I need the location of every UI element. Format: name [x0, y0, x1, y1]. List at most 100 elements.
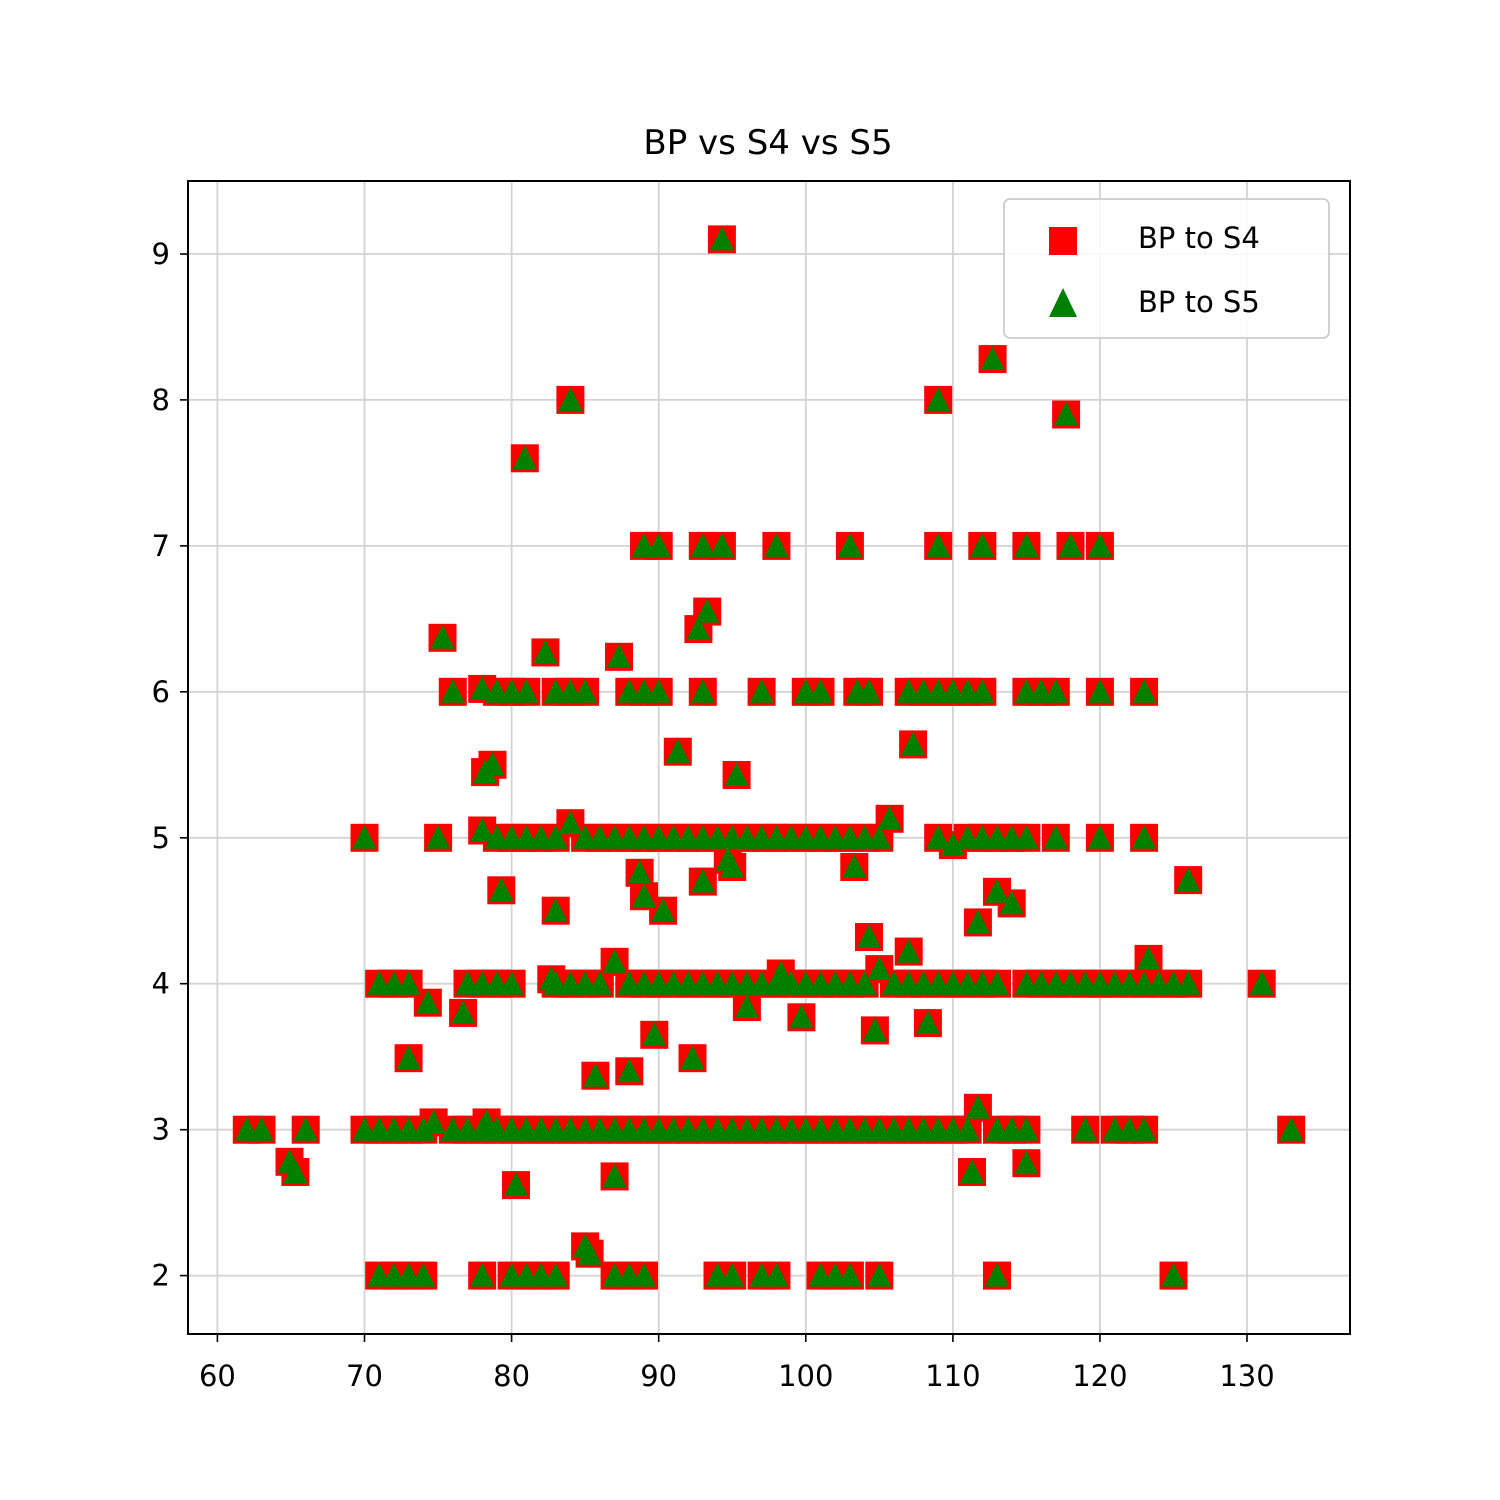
point-bp-to-s5 [985, 1262, 1009, 1287]
point-bp-to-s5 [837, 532, 862, 557]
point-bp-to-s5 [602, 948, 627, 973]
point-bp-to-s5 [1087, 678, 1112, 703]
point-bp-to-s5 [1014, 532, 1039, 557]
legend-label-s5: BP to S5 [1138, 285, 1260, 319]
point-bp-to-s5 [1132, 824, 1157, 849]
point-bp-to-s5 [857, 924, 881, 948]
point-bp-to-s5 [249, 1116, 274, 1141]
point-bp-to-s5 [473, 759, 498, 784]
point-bp-to-s5 [607, 643, 631, 668]
point-bp-to-s5 [842, 854, 867, 878]
point-bp-to-s5 [690, 678, 715, 703]
x-tick-label: 120 [1072, 1359, 1127, 1393]
point-bp-to-s5 [877, 805, 902, 830]
x-tick-label: 100 [778, 1359, 833, 1393]
point-bp-to-s5 [999, 890, 1024, 915]
y-tick-label: 4 [152, 967, 170, 1001]
point-bp-to-s5 [489, 877, 514, 902]
point-bp-to-s5 [396, 1045, 421, 1070]
legend-label-s4: BP to S4 [1138, 221, 1260, 255]
point-bp-to-s5 [440, 678, 465, 703]
y-tick-label: 3 [152, 1113, 170, 1147]
point-bp-to-s5 [415, 989, 440, 1014]
plot-frame [187, 180, 1351, 1335]
point-bp-to-s5 [985, 970, 1009, 995]
point-bp-to-s5 [837, 1262, 862, 1287]
point-bp-to-s5 [1176, 867, 1201, 892]
point-bp-to-s5 [915, 1010, 940, 1035]
point-bp-to-s5 [1058, 532, 1083, 557]
x-tick-label: 90 [640, 1359, 677, 1393]
x-tick-label: 70 [346, 1359, 383, 1393]
point-bp-to-s5 [642, 1021, 667, 1046]
point-bp-to-s5 [1136, 945, 1161, 970]
point-bp-to-s5 [985, 878, 1009, 903]
point-bp-to-s5 [1132, 678, 1157, 703]
point-bp-to-s5 [632, 1262, 656, 1287]
legend-box [1003, 198, 1330, 339]
point-bp-to-s5 [808, 678, 833, 703]
point-bp-to-s5 [862, 1017, 887, 1042]
point-bp-to-s5 [867, 956, 892, 981]
point-bp-to-s5 [970, 678, 995, 703]
point-bp-to-s5 [411, 1262, 436, 1287]
point-bp-to-s5 [352, 824, 377, 849]
point-bp-to-s5 [1014, 824, 1039, 849]
point-bp-to-s5 [1249, 970, 1274, 995]
point-bp-to-s5 [646, 532, 671, 557]
point-bp-to-s5 [680, 1045, 705, 1070]
point-bp-to-s5 [709, 226, 734, 251]
point-bp-to-s5 [627, 859, 652, 884]
y-tick-label: 5 [152, 821, 170, 855]
point-bp-to-s5 [543, 1262, 568, 1287]
x-tick-label: 80 [493, 1359, 530, 1393]
point-bp-to-s5 [1043, 678, 1068, 703]
point-bp-to-s5 [583, 1062, 608, 1087]
point-bp-to-s5 [499, 970, 524, 995]
point-bp-to-s5 [451, 999, 476, 1024]
y-tick-label: 8 [152, 383, 170, 417]
point-bp-to-s5 [514, 678, 539, 703]
point-bp-to-s5 [901, 731, 926, 756]
chart-title: BP vs S4 vs S5 [643, 123, 892, 163]
point-bp-to-s5 [980, 346, 1005, 371]
point-bp-to-s5 [1014, 1150, 1039, 1175]
x-tick-label: 60 [199, 1359, 236, 1393]
point-bp-to-s5 [1087, 824, 1112, 849]
point-bp-to-s5 [686, 616, 711, 641]
point-bp-to-s5 [926, 386, 951, 411]
point-bp-to-s5 [695, 598, 720, 623]
point-bp-to-s5 [602, 1163, 627, 1188]
point-bp-to-s5 [965, 909, 990, 934]
point-bp-to-s5 [1132, 1116, 1157, 1141]
point-bp-to-s5 [764, 532, 789, 557]
point-bp-to-s5 [617, 1058, 642, 1083]
point-bp-to-s5 [577, 1240, 602, 1265]
x-axis-ticks: 60 70 80 90 100 110 120 130 [199, 1334, 1275, 1393]
point-bp-to-s5 [470, 817, 495, 842]
point-bp-to-s5 [926, 824, 951, 849]
point-bp-to-s5 [896, 938, 921, 963]
point-bp-to-s5 [965, 1094, 990, 1119]
point-bp-to-s5 [926, 532, 951, 557]
point-bp-to-s5 [470, 1262, 495, 1287]
point-bp-to-s5 [1073, 1116, 1098, 1141]
point-bp-to-s5 [426, 824, 451, 849]
point-bp-to-s5 [587, 970, 612, 995]
point-bp-to-s5 [1176, 970, 1201, 995]
point-bp-to-s5 [1161, 1262, 1186, 1287]
point-bp-to-s5 [558, 810, 583, 835]
point-bp-to-s5 [632, 883, 656, 908]
point-bp-to-s5 [470, 675, 495, 700]
point-bp-to-s5 [293, 1116, 318, 1141]
point-bp-to-s5 [283, 1159, 308, 1183]
point-bp-to-s5 [651, 897, 676, 922]
y-tick-label: 6 [152, 675, 170, 709]
point-bp-to-s5 [430, 624, 455, 649]
legend: BP to S4 BP to S5 [1003, 198, 1330, 339]
point-bp-to-s5 [709, 532, 734, 557]
point-bp-to-s5 [504, 1172, 528, 1197]
point-bp-to-s5 [852, 970, 877, 995]
point-bp-to-s5 [690, 868, 715, 893]
